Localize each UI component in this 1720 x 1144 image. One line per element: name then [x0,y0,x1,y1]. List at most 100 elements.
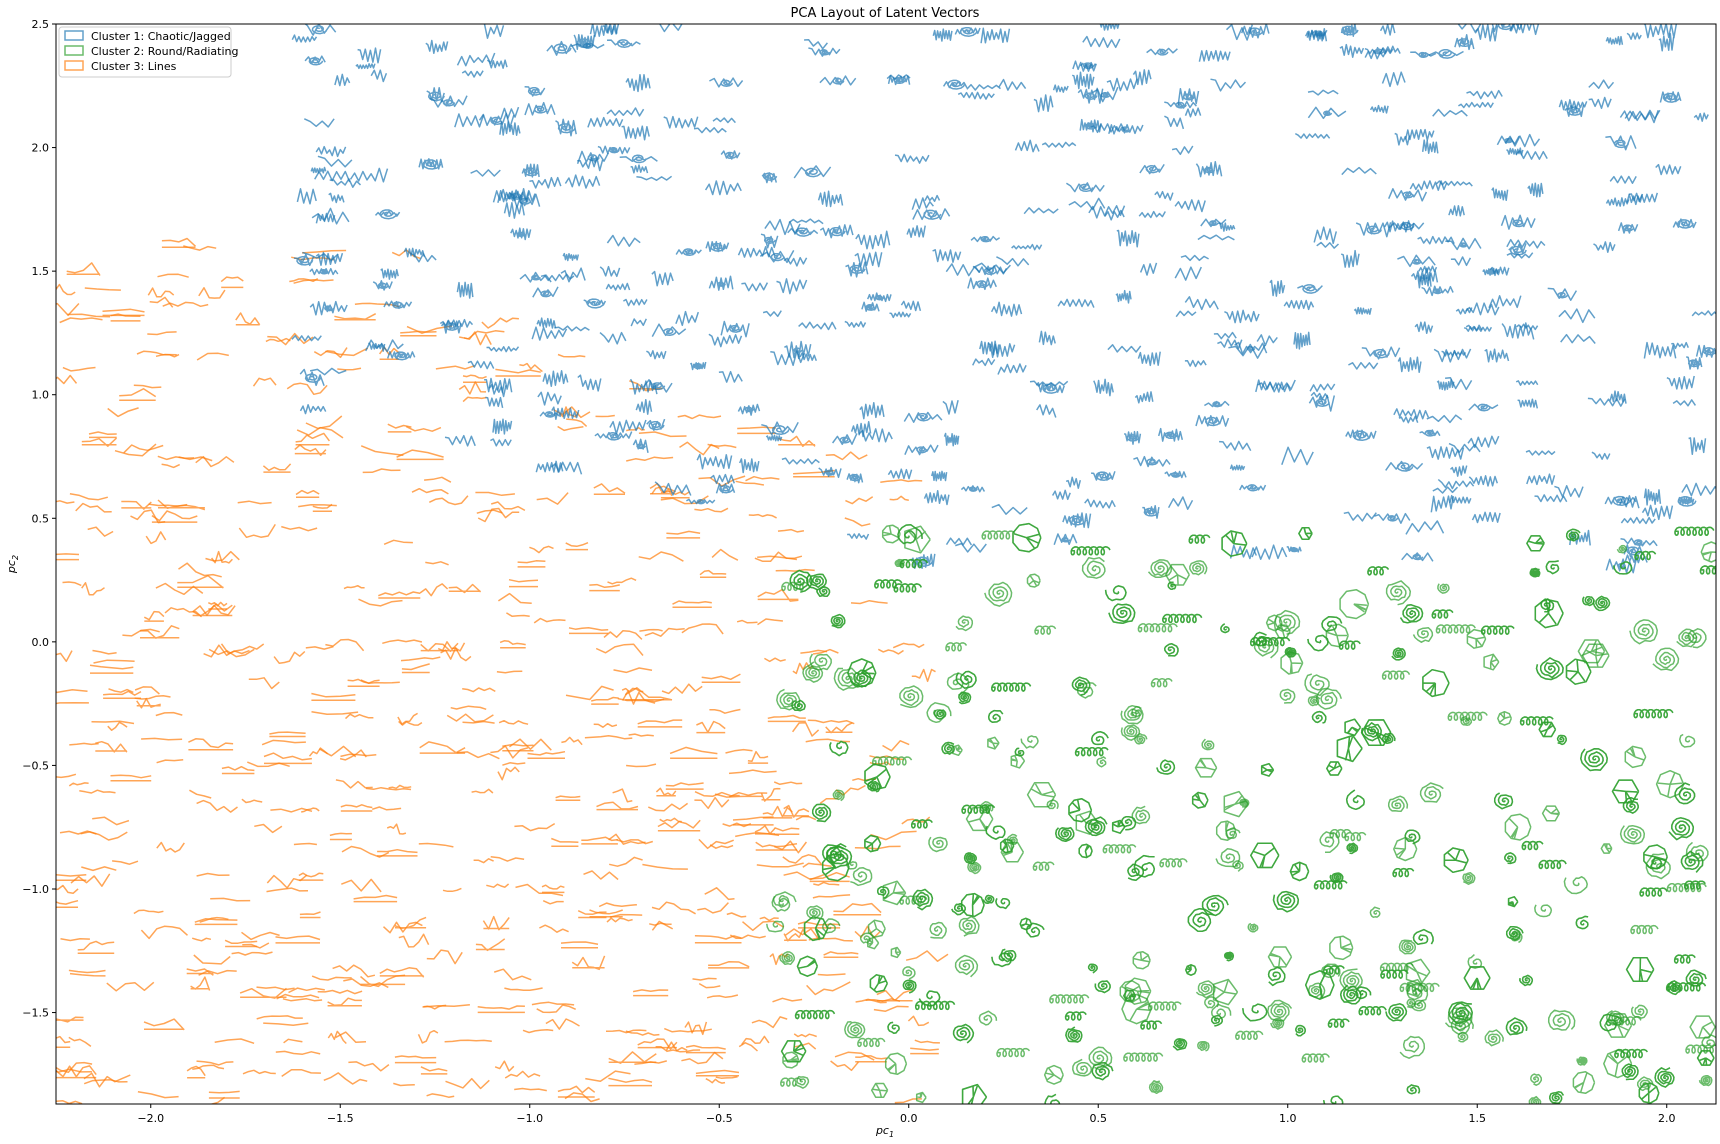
data-point-sketch [630,318,647,327]
data-point-sketch [1388,188,1428,202]
data-point-sketch [1529,567,1541,578]
data-point-sketch [108,688,134,694]
data-point-sketch [666,530,701,539]
data-point-sketch [606,234,641,247]
data-point-sketch [798,321,837,331]
data-point-sketch [1448,442,1481,454]
data-point-sketch [527,750,566,760]
data-point-sketch [854,925,881,939]
data-point-sketch [291,334,322,342]
data-point-sketch [1082,35,1121,49]
data-point-sketch [477,1005,525,1014]
data-point-sketch [382,639,423,645]
data-point-sketch [1501,322,1535,340]
data-point-sketch [1521,840,1544,851]
data-point-sketch [1225,827,1241,839]
data-point-sketch [1412,627,1434,643]
data-point-sketch [966,83,1001,91]
data-point-sketch [657,819,701,832]
data-point-sketch [1609,175,1637,184]
data-point-sketch [1134,391,1154,404]
data-point-sketch [1218,222,1236,232]
data-point-sketch [1091,731,1109,746]
data-point-sketch [1228,343,1266,359]
data-point-sketch [198,969,237,976]
data-point-sketch [654,481,692,496]
data-point-sketch [632,989,669,997]
data-point-sketch [62,366,96,372]
data-point-sketch [69,972,106,977]
data-point-sketch [1138,210,1166,219]
data-point-sketch [1671,341,1689,350]
data-point-sketch [557,425,584,432]
data-point-sketch [1204,400,1230,408]
data-point-sketch [1538,721,1557,738]
data-point-sketch [1111,819,1126,834]
data-point-sketch [502,743,534,752]
data-point-sketch [298,503,337,508]
data-point-sketch [812,648,839,655]
data-point-sketch [308,747,329,757]
data-point-sketch [904,525,931,554]
data-point-sketch [1369,906,1381,918]
data-point-sketch [692,977,717,981]
data-point-sketch [970,235,1001,243]
data-point-sketch [1696,1050,1715,1066]
data-point-sketch [379,967,425,978]
data-point-sketch [593,722,618,728]
data-point-sketch [1641,504,1674,521]
data-point-sketch [130,509,166,524]
data-point-sketch [690,361,707,371]
data-point-sketch [1505,926,1524,941]
data-point-sketch [1447,711,1488,722]
data-point-sketch [854,251,883,268]
x-axis: −2.0 −1.5 −1.0 −0.5 0.0 0.5 1.0 1.5 2.0 [137,1104,1675,1125]
data-point-sketch [704,180,742,196]
data-point-sketch [557,1085,596,1098]
data-point-sketch [1184,359,1207,368]
data-point-sketch [1588,96,1612,110]
data-point-sketch [237,500,272,505]
data-point-sketch [1163,643,1179,657]
data-point-sketch [1411,999,1427,1012]
data-point-sketch [621,125,650,141]
data-point-sketch [156,759,184,764]
data-point-sketch [519,271,552,283]
data-point-sketch [1072,1058,1093,1077]
data-point-sketch [1339,43,1365,58]
data-point-sketch [360,445,404,457]
data-point-sketch [1355,986,1372,1000]
data-point-sketch [1077,87,1104,104]
data-point-sketch [616,839,654,845]
data-point-sketch [388,784,412,790]
data-point-sketch [1120,704,1144,725]
data-point-sketch [617,697,665,703]
data-point-sketch [418,842,454,848]
data-point-sketch [296,426,344,439]
data-point-sketch [139,625,180,639]
data-point-sketch [1087,963,1098,974]
data-point-sketch [954,954,979,978]
data-point-sketch [275,1050,321,1055]
data-point-sketch [747,750,769,764]
data-point-sketch [1079,118,1102,133]
data-point-sketch [756,862,804,868]
data-point-sketch [1044,1093,1061,1104]
data-point-sketch [422,1003,470,1008]
data-point-sketch [655,787,677,797]
data-point-sketch [951,902,966,916]
data-point-sketch [1321,616,1343,633]
data-point-sketch [482,915,510,931]
data-point-sketch [830,613,846,629]
data-point-sketch [764,218,801,236]
x-tick-label: −0.5 [706,1112,733,1125]
data-point-sketch [69,742,99,746]
data-point-sketch [806,573,827,591]
data-point-sketch [726,912,747,918]
data-point-sketch [56,899,79,908]
data-point-sketch [1210,1014,1223,1027]
data-point-sketch [354,302,400,308]
data-point-sketch [442,887,462,893]
data-point-sketch [1399,1035,1426,1059]
data-point-sketch [780,1040,807,1063]
